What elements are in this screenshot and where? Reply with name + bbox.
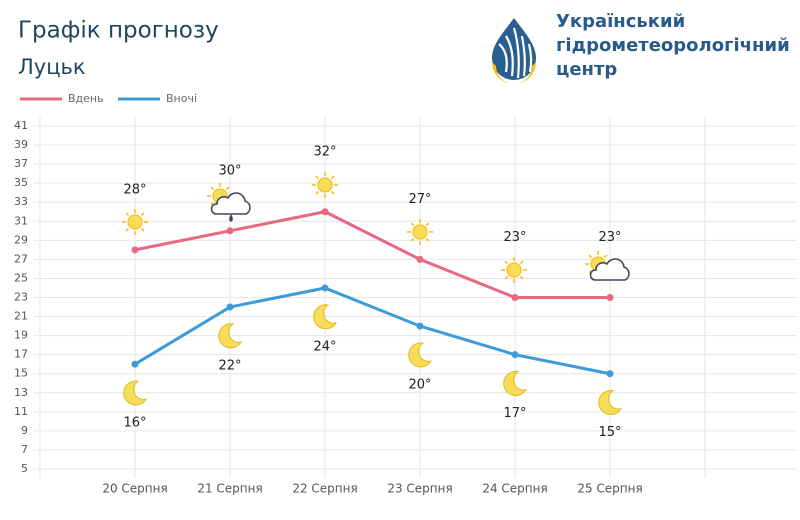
y-tick-label: 31 bbox=[14, 214, 28, 227]
point bbox=[511, 351, 519, 359]
point bbox=[416, 255, 424, 263]
series-line bbox=[134, 286, 611, 376]
icon-sun bbox=[121, 208, 149, 236]
y-tick-label: 9 bbox=[21, 424, 28, 437]
point bbox=[416, 322, 424, 330]
value-label: 24° bbox=[313, 339, 336, 354]
y-tick-label: 37 bbox=[14, 157, 28, 170]
x-tick-label: 20 Серпня bbox=[102, 482, 167, 496]
logo bbox=[492, 18, 536, 84]
value-label: 17° bbox=[503, 406, 526, 421]
icon-sun bbox=[406, 218, 434, 246]
point bbox=[321, 208, 329, 216]
org-name: центр bbox=[556, 59, 617, 80]
value-label: 23° bbox=[598, 230, 621, 245]
y-tick-label: 33 bbox=[14, 195, 28, 208]
value-label: 32° bbox=[313, 144, 336, 159]
y-tick-label: 13 bbox=[14, 386, 28, 399]
x-tick-label: 25 Серпня bbox=[577, 482, 642, 496]
legend-label: Вночі bbox=[166, 92, 197, 105]
point bbox=[606, 294, 614, 301]
x-tick-label: 22 Серпня bbox=[292, 482, 357, 496]
y-tick-label: 41 bbox=[14, 119, 28, 132]
x-tick-label: 23 Серпня bbox=[387, 482, 452, 496]
y-tick-label: 35 bbox=[14, 176, 28, 189]
point bbox=[606, 370, 614, 378]
point bbox=[226, 227, 234, 235]
icon-sun bbox=[311, 171, 339, 199]
point bbox=[131, 360, 139, 368]
point bbox=[321, 284, 329, 292]
value-label: 27° bbox=[408, 192, 431, 207]
org-name: Український bbox=[556, 11, 685, 32]
legend-label: Вдень bbox=[68, 92, 104, 105]
y-tick-label: 15 bbox=[14, 367, 28, 380]
y-tick-label: 5 bbox=[21, 462, 28, 475]
y-tick-label: 27 bbox=[14, 252, 28, 265]
y-tick-label: 11 bbox=[14, 405, 28, 418]
value-label: 23° bbox=[503, 230, 526, 245]
y-tick-label: 23 bbox=[14, 291, 28, 304]
y-tick-label: 29 bbox=[14, 233, 28, 246]
weather-icons bbox=[121, 171, 630, 284]
value-label: 30° bbox=[218, 163, 241, 178]
icon-rain bbox=[229, 214, 233, 222]
y-tick-label: 19 bbox=[14, 329, 28, 342]
series-line bbox=[134, 210, 610, 299]
y-tick-label: 39 bbox=[14, 138, 28, 151]
plot: 5 7 9 11 13 15 17 19 21 23 25 27 29 31 33 35 37 39 41 20 Се… bbox=[14, 92, 797, 496]
x-tick-label: 24 Серпня bbox=[482, 482, 547, 496]
y-tick-label: 25 bbox=[14, 271, 28, 284]
icon-sun bbox=[500, 256, 528, 284]
y-tick-label: 17 bbox=[14, 348, 28, 361]
value-label: 15° bbox=[598, 425, 621, 440]
org-name: гідрометеорологічний bbox=[556, 35, 790, 56]
value-label: 16° bbox=[123, 416, 146, 431]
point bbox=[511, 294, 519, 301]
chart-subtitle: Луцьк bbox=[18, 55, 86, 79]
y-tick-label: 7 bbox=[21, 443, 28, 456]
x-tick-label: 21 Серпня bbox=[197, 482, 262, 496]
point bbox=[131, 246, 139, 254]
point bbox=[226, 303, 234, 311]
value-label: 28° bbox=[123, 182, 146, 197]
value-label: 20° bbox=[408, 378, 431, 393]
value-label: 22° bbox=[218, 359, 241, 374]
chart-title: Графік прогнозу bbox=[18, 18, 219, 44]
y-tick-label: 21 bbox=[14, 310, 28, 323]
